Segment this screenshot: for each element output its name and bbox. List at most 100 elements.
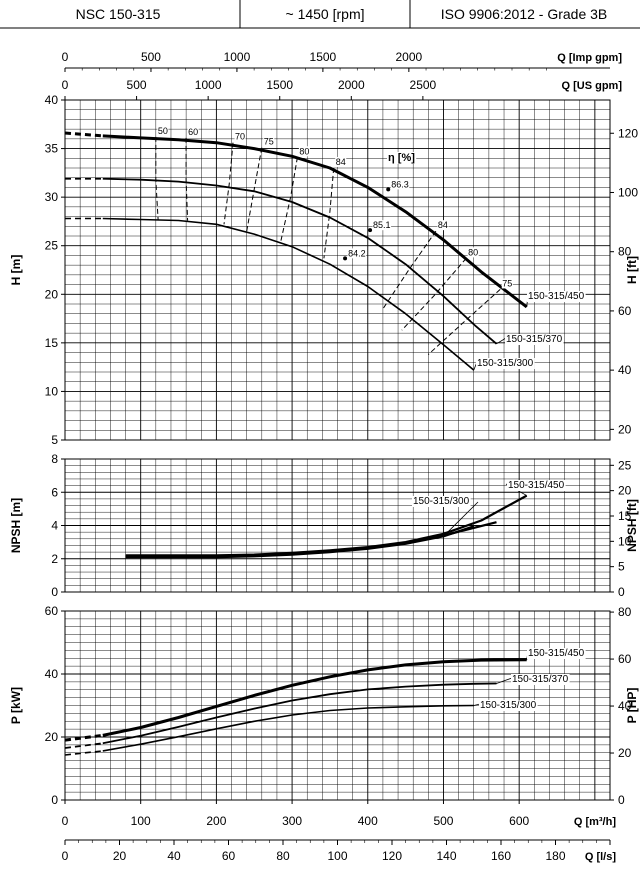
head-grid bbox=[64, 99, 611, 441]
power-curve bbox=[102, 682, 497, 745]
head-ytick-label-right: 80 bbox=[618, 245, 632, 259]
efficiency-line-label: 75 bbox=[502, 278, 512, 288]
head-ytick-label-left: 20 bbox=[45, 287, 59, 301]
efficiency-line bbox=[427, 289, 501, 355]
npsh-series-label: 150-315/300 bbox=[413, 496, 470, 507]
efficiency-best-label-bg bbox=[390, 179, 410, 190]
head-series-leader bbox=[496, 337, 507, 345]
efficiency-best-point bbox=[386, 187, 391, 192]
us-gpm-axis-label: Q [US gpm] bbox=[562, 80, 623, 92]
power-series-label: 150-315/370 bbox=[512, 674, 569, 685]
power-ylabel-left: P [kW] bbox=[9, 687, 23, 724]
power-ytick-label-right: 0 bbox=[618, 793, 625, 807]
efficiency-line-label-bg bbox=[187, 126, 199, 137]
efficiency-best-label-bg bbox=[372, 220, 392, 231]
ls-tick-label: 40 bbox=[167, 849, 181, 863]
power-ytick-label-left: 60 bbox=[45, 604, 59, 618]
m3h-tick-label: 600 bbox=[509, 814, 529, 828]
efficiency-line-label: 75 bbox=[264, 137, 274, 147]
efficiency-line-label: 84 bbox=[336, 157, 346, 167]
efficiency-line bbox=[280, 157, 298, 242]
us-gpm-tick-label: 2500 bbox=[410, 78, 437, 92]
imp-gpm-tick-label: 500 bbox=[141, 50, 161, 64]
power-series-label-bg bbox=[479, 700, 538, 711]
efficiency-best-point bbox=[343, 256, 348, 261]
us-gpm-tick-label: 0 bbox=[62, 78, 69, 92]
power-ytick-label-left: 0 bbox=[51, 793, 58, 807]
efficiency-line bbox=[382, 230, 437, 310]
power-series-label: 150-315/450 bbox=[528, 648, 585, 659]
npsh-grid bbox=[64, 458, 611, 593]
efficiency-line-label-bg bbox=[335, 157, 347, 167]
power-ytick-label-right: 40 bbox=[618, 699, 632, 713]
ls-tick-label: 80 bbox=[276, 849, 290, 863]
power-series-label-bg bbox=[527, 648, 586, 659]
efficiency-legend-label-bg bbox=[387, 152, 417, 164]
power-curve-dashed bbox=[64, 750, 103, 756]
power-ytick-label-right: 20 bbox=[618, 746, 632, 760]
head-ytick-label-right: 60 bbox=[618, 304, 632, 318]
head-series-label-bg bbox=[505, 334, 564, 345]
head-curve bbox=[102, 217, 475, 371]
m3h-tick-label: 500 bbox=[433, 814, 453, 828]
ls-tick-label: 0 bbox=[62, 849, 69, 863]
m3h-tick-label: 0 bbox=[62, 814, 69, 828]
us-gpm-tick-label: 2000 bbox=[338, 78, 365, 92]
head-series-label: 150-315/300 bbox=[477, 358, 534, 369]
npsh-ytick-label-left: 8 bbox=[51, 452, 58, 466]
npsh-ytick-label-right: 25 bbox=[618, 458, 632, 472]
efficiency-line bbox=[246, 147, 263, 232]
head-ytick-label-right: 120 bbox=[618, 126, 638, 140]
head-series-label-bg bbox=[476, 358, 535, 369]
efficiency-best-label: 86.3 bbox=[391, 179, 409, 189]
ls-tick-label: 100 bbox=[327, 849, 347, 863]
ls-tick-label: 180 bbox=[545, 849, 565, 863]
npsh-ytick-label-left: 4 bbox=[51, 519, 58, 533]
power-curve-dashed bbox=[64, 733, 103, 742]
imp-gpm-axis-label: Q [Imp gpm] bbox=[557, 52, 622, 64]
efficiency-legend-label: η [%] bbox=[388, 152, 415, 164]
npsh-curve bbox=[125, 525, 475, 559]
head-series-label-bg bbox=[527, 291, 586, 302]
efficiency-line-label-bg bbox=[298, 146, 310, 157]
header-bar: NSC 150-315 ~ 1450 [rpm] ISO 9906:2012 -… bbox=[0, 0, 640, 29]
power-ytick-label-right: 80 bbox=[618, 605, 632, 619]
efficiency-line bbox=[223, 142, 234, 225]
efficiency-line bbox=[185, 137, 189, 221]
power-series-leader bbox=[496, 677, 513, 684]
ls-tick-label: 20 bbox=[113, 849, 127, 863]
efficiency-line-label-bg bbox=[157, 125, 169, 136]
power-series-label-bg bbox=[511, 674, 570, 685]
head-curve bbox=[102, 134, 528, 309]
efficiency-line-label-bg bbox=[501, 278, 513, 289]
ls-tick-label: 60 bbox=[222, 849, 236, 863]
npsh-ytick-label-left: 2 bbox=[51, 552, 58, 566]
efficiency-best-point bbox=[368, 228, 373, 233]
efficiency-line bbox=[323, 167, 335, 259]
power-plot-frame bbox=[64, 610, 611, 801]
npsh-ytick-label-right: 5 bbox=[618, 560, 625, 574]
head-curve-dashed bbox=[64, 131, 103, 138]
efficiency-line-label-bg bbox=[437, 220, 449, 231]
header-speed: ~ 1450 [rpm] bbox=[286, 6, 365, 22]
head-series-label: 150-315/370 bbox=[506, 334, 563, 345]
efficiency-line-label: 84 bbox=[438, 220, 448, 230]
npsh-ytick-label-right: 15 bbox=[618, 509, 632, 523]
head-ytick-label-left: 25 bbox=[45, 239, 59, 253]
head-curve bbox=[102, 177, 498, 345]
efficiency-line-label: 80 bbox=[299, 146, 309, 156]
power-series-leader bbox=[473, 703, 481, 706]
npsh-series-label-bg bbox=[507, 480, 566, 491]
power-curve-dashed bbox=[64, 742, 103, 749]
head-ytick-label-right: 40 bbox=[618, 363, 632, 377]
imp-gpm-tick-label: 2000 bbox=[395, 50, 422, 64]
imp-gpm-tick-label: 1000 bbox=[224, 50, 251, 64]
m3h-tick-label: 200 bbox=[206, 814, 226, 828]
us-gpm-tick-label: 500 bbox=[127, 78, 147, 92]
head-ytick-label-left: 35 bbox=[45, 142, 59, 156]
power-grid bbox=[64, 610, 611, 801]
us-gpm-tick-label: 1000 bbox=[195, 78, 222, 92]
head-ytick-label-left: 40 bbox=[45, 93, 59, 107]
ls-axis-label: Q [l/s] bbox=[585, 851, 617, 863]
